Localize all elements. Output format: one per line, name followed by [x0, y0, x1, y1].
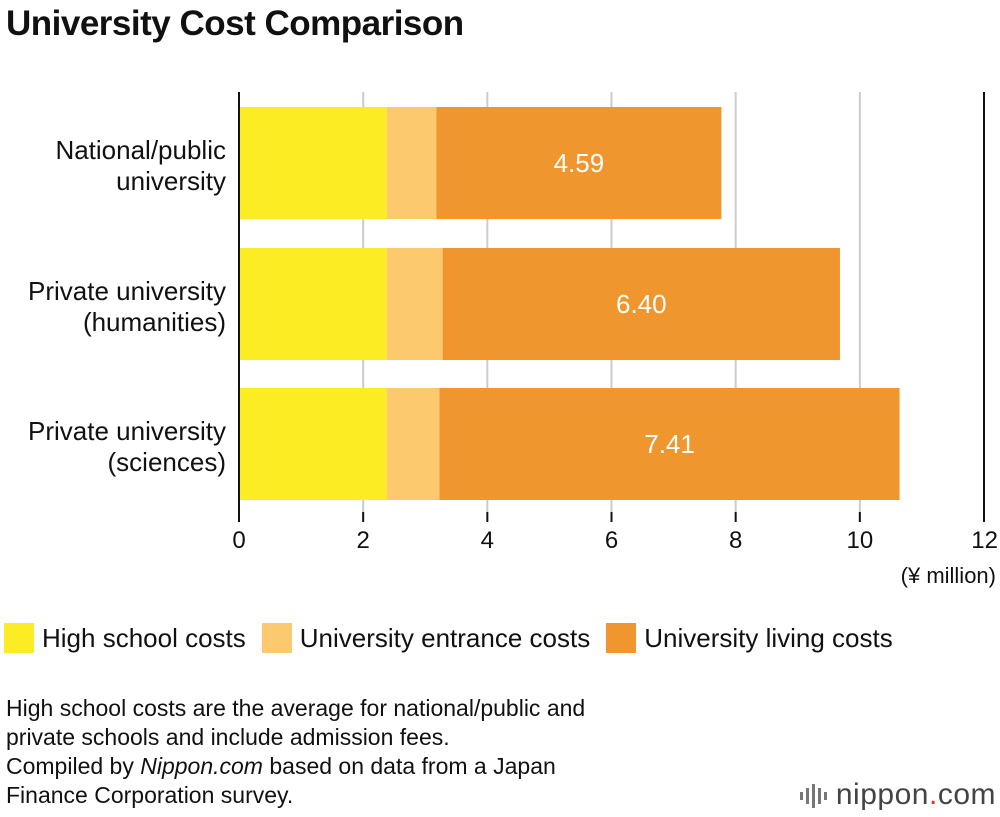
- legend-item-high-school: High school costs: [4, 623, 246, 654]
- chart-title: University Cost Comparison: [6, 4, 464, 43]
- category-label: National/public: [55, 135, 226, 165]
- bar-segment: [386, 248, 443, 360]
- x-tick-label: 12: [971, 527, 998, 554]
- legend-label-high-school: High school costs: [42, 622, 246, 653]
- brand-name: nippon: [835, 778, 929, 811]
- legend-label-living: University living costs: [644, 622, 893, 653]
- brand-dot: .: [928, 778, 938, 811]
- note-line-4: Finance Corporation survey.: [6, 782, 294, 808]
- x-tick-label: 4: [481, 527, 494, 554]
- bar-segment: [239, 107, 387, 219]
- category-label: (sciences): [108, 447, 226, 477]
- x-tick-label: 10: [846, 527, 873, 554]
- x-tick-label: 2: [356, 527, 369, 554]
- bar-data-label: 7.41: [644, 429, 695, 459]
- bar-segment: [239, 248, 387, 360]
- legend-item-living: University living costs: [606, 623, 893, 654]
- bar-segment: [436, 107, 722, 219]
- note-compiled-source: Nippon.com: [140, 753, 263, 779]
- bar-data-label: 6.40: [616, 289, 667, 319]
- legend-swatch-living: [606, 623, 637, 653]
- legend-swatch-high-school: [4, 623, 34, 653]
- brand-tld: com: [937, 778, 996, 811]
- bar-segment: [239, 388, 387, 500]
- category-label: university: [116, 166, 226, 196]
- x-tick-label: 6: [605, 527, 618, 554]
- note-line-3: Compiled by Nippon.com based on data fro…: [6, 752, 726, 781]
- note-line-1: High school costs are the average for na…: [6, 695, 586, 721]
- bar-data-label: 4.59: [554, 148, 605, 178]
- bar-segment: [386, 388, 440, 500]
- category-label: Private university: [28, 416, 226, 446]
- legend-label-entrance: University entrance costs: [299, 622, 591, 653]
- legend-swatch-entrance: [261, 623, 292, 653]
- bar-segment: [442, 248, 840, 360]
- legend-item-entrance: University entrance costs: [261, 622, 591, 654]
- bar-segment: [439, 388, 900, 500]
- chart-legend: High school costs University entrance co…: [4, 618, 909, 658]
- category-label: Private university: [28, 276, 226, 306]
- note-line-2: private schools and include admission fe…: [6, 724, 450, 750]
- bar-segment: [386, 107, 437, 219]
- x-axis-unit-label: (¥ million): [901, 563, 996, 588]
- nippon-logo: nippon. com: [798, 773, 996, 817]
- category-label: (humanities): [83, 307, 226, 337]
- source-note: High school costs are the average for na…: [6, 694, 726, 810]
- x-tick-label: 8: [729, 527, 742, 554]
- x-tick-label: 0: [232, 527, 245, 554]
- note-compiled-suffix: based on data from a Japan: [262, 753, 556, 779]
- nippon-mark-icon: [799, 784, 827, 808]
- note-compiled-prefix: Compiled by: [6, 753, 141, 779]
